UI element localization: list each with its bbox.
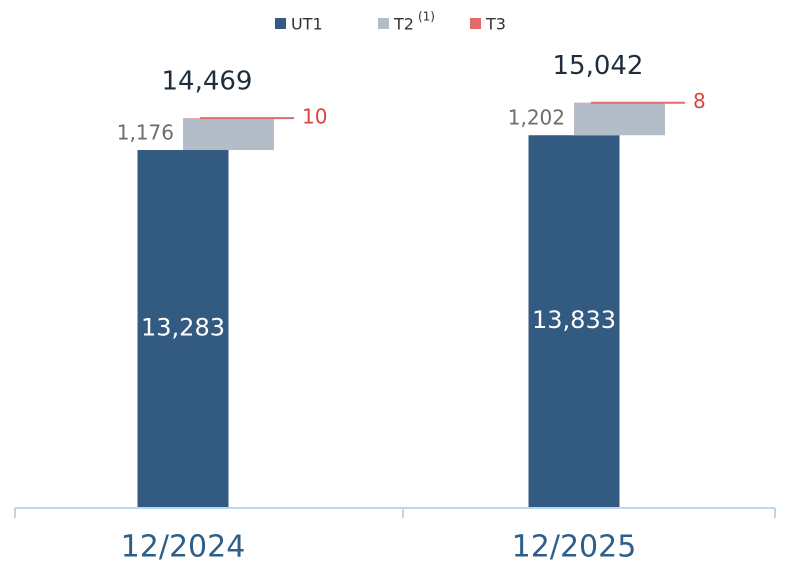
value-label: 1,176 [117, 121, 174, 145]
value-label: 13,833 [532, 306, 616, 334]
bar-segment [183, 118, 274, 151]
value-label: 8 [693, 89, 706, 113]
legend-swatch [470, 18, 481, 29]
legend-label: T2 [393, 15, 414, 34]
bar-segment [137, 150, 229, 507]
bar-segment [528, 135, 620, 507]
legend-swatch [378, 18, 389, 29]
legend-label: UT1 [291, 15, 323, 34]
legend-swatch [275, 18, 286, 29]
legend: UT1 T2 (1) T3 [275, 10, 506, 34]
value-label: 13,283 [141, 314, 225, 342]
x-tick-label: 12/2024 [121, 530, 246, 561]
total-label: 15,042 [553, 51, 644, 81]
bar-segment [574, 102, 665, 136]
value-label: 1,202 [508, 106, 565, 130]
total-label: 14,469 [162, 67, 253, 97]
legend-label: T3 [485, 15, 506, 34]
legend-superscript: (1) [418, 10, 435, 24]
value-label: 10 [302, 105, 327, 129]
x-tick-label: 12/2025 [512, 530, 637, 561]
